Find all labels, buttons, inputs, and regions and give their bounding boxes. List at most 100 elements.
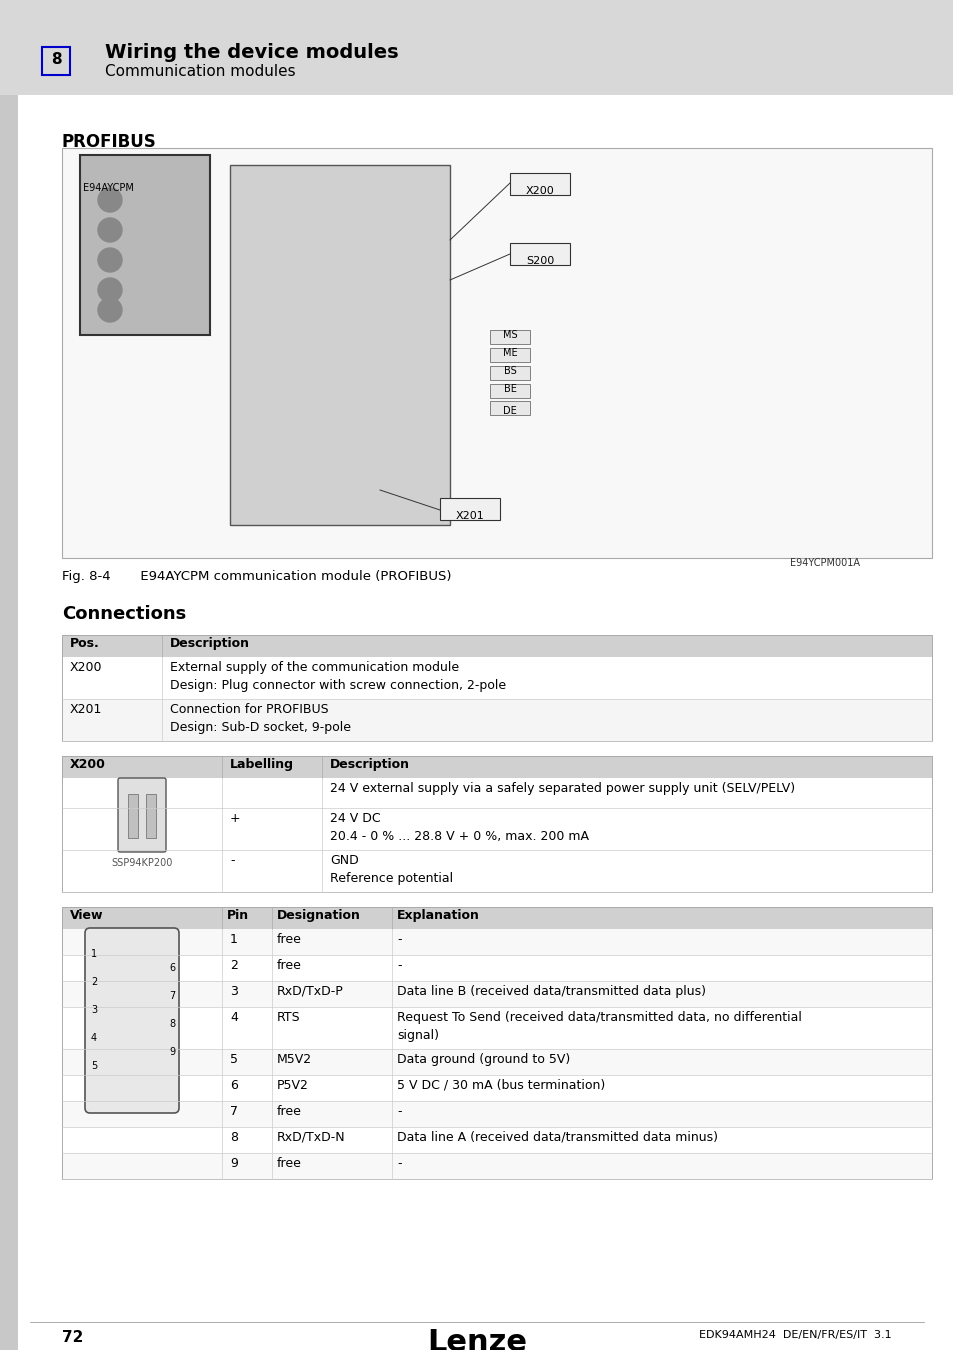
FancyBboxPatch shape: [510, 173, 569, 194]
Text: Fig. 8-4       E94AYCPM communication module (PROFIBUS): Fig. 8-4 E94AYCPM communication module (…: [62, 570, 451, 583]
FancyBboxPatch shape: [62, 1007, 931, 1049]
Text: 6: 6: [169, 963, 175, 973]
Text: View: View: [70, 909, 103, 922]
Text: 24 V external supply via a safely separated power supply unit (SELV/PELV): 24 V external supply via a safely separa…: [330, 782, 794, 795]
Text: 2: 2: [91, 977, 97, 987]
Text: 4: 4: [91, 1033, 97, 1044]
Text: -: -: [396, 958, 401, 972]
Text: PROFIBUS: PROFIBUS: [62, 134, 156, 151]
Text: 5: 5: [91, 1061, 97, 1071]
Text: 3: 3: [91, 1004, 97, 1015]
Text: Lenze: Lenze: [427, 1328, 526, 1350]
Circle shape: [98, 298, 122, 323]
Text: GND
Reference potential: GND Reference potential: [330, 855, 453, 886]
Text: free: free: [276, 958, 301, 972]
FancyBboxPatch shape: [439, 498, 499, 520]
FancyBboxPatch shape: [490, 348, 530, 362]
Text: Pin: Pin: [227, 909, 249, 922]
Text: 7: 7: [169, 991, 175, 1000]
Text: E94AYCPM: E94AYCPM: [83, 184, 133, 193]
Text: External supply of the communication module
Design: Plug connector with screw co: External supply of the communication mod…: [170, 662, 506, 693]
FancyBboxPatch shape: [62, 1153, 931, 1179]
Text: 5 V DC / 30 mA (bus termination): 5 V DC / 30 mA (bus termination): [396, 1079, 604, 1092]
Text: M5V2: M5V2: [276, 1053, 312, 1066]
FancyBboxPatch shape: [0, 95, 18, 1350]
Text: Designation: Designation: [276, 909, 360, 922]
Text: MS: MS: [502, 329, 517, 340]
Text: SSP94KP200: SSP94KP200: [112, 859, 172, 868]
Text: BE: BE: [503, 383, 516, 394]
Text: BS: BS: [503, 366, 516, 377]
FancyBboxPatch shape: [62, 778, 931, 809]
FancyBboxPatch shape: [85, 927, 179, 1112]
Text: P5V2: P5V2: [276, 1079, 309, 1092]
Text: 6: 6: [230, 1079, 237, 1092]
FancyBboxPatch shape: [62, 1049, 931, 1075]
Text: Description: Description: [170, 637, 250, 649]
FancyBboxPatch shape: [62, 809, 931, 850]
FancyBboxPatch shape: [510, 243, 569, 265]
Text: Request To Send (received data/transmitted data, no differential
signal): Request To Send (received data/transmitt…: [396, 1011, 801, 1042]
Text: EDK94AMH24  DE/EN/FR/ES/IT  3.1: EDK94AMH24 DE/EN/FR/ES/IT 3.1: [699, 1330, 891, 1341]
Text: 1: 1: [230, 933, 237, 946]
Text: 7: 7: [230, 1106, 237, 1118]
Text: E94YCPM001A: E94YCPM001A: [789, 558, 859, 568]
Circle shape: [98, 217, 122, 242]
FancyBboxPatch shape: [118, 778, 166, 852]
Text: +: +: [230, 811, 240, 825]
Text: Connection for PROFIBUS
Design: Sub-D socket, 9-pole: Connection for PROFIBUS Design: Sub-D so…: [170, 703, 351, 734]
FancyBboxPatch shape: [230, 165, 450, 525]
FancyBboxPatch shape: [0, 0, 953, 95]
Text: 8: 8: [169, 1019, 175, 1029]
FancyBboxPatch shape: [62, 981, 931, 1007]
FancyBboxPatch shape: [490, 366, 530, 379]
Text: X201: X201: [456, 512, 484, 521]
Text: Data line B (received data/transmitted data plus): Data line B (received data/transmitted d…: [396, 986, 705, 998]
FancyBboxPatch shape: [62, 907, 931, 929]
FancyBboxPatch shape: [62, 929, 931, 954]
FancyBboxPatch shape: [490, 383, 530, 398]
FancyBboxPatch shape: [62, 756, 931, 778]
FancyBboxPatch shape: [42, 47, 70, 76]
Text: Connections: Connections: [62, 605, 186, 622]
Text: free: free: [276, 1157, 301, 1170]
Text: Communication modules: Communication modules: [105, 65, 295, 80]
FancyBboxPatch shape: [62, 699, 931, 741]
FancyBboxPatch shape: [62, 657, 931, 699]
Text: free: free: [276, 1106, 301, 1118]
Text: -: -: [396, 933, 401, 946]
Text: X200: X200: [525, 186, 554, 196]
Text: X201: X201: [70, 703, 102, 716]
Text: X200: X200: [70, 757, 106, 771]
Text: -: -: [230, 855, 234, 867]
Text: S200: S200: [525, 256, 554, 266]
Text: Labelling: Labelling: [230, 757, 294, 771]
Text: 8: 8: [51, 53, 61, 68]
FancyBboxPatch shape: [62, 850, 931, 892]
Text: free: free: [276, 933, 301, 946]
FancyBboxPatch shape: [80, 155, 210, 335]
Text: 9: 9: [169, 1048, 175, 1057]
Text: 5: 5: [230, 1053, 237, 1066]
FancyBboxPatch shape: [490, 401, 530, 414]
FancyBboxPatch shape: [62, 148, 931, 558]
FancyBboxPatch shape: [62, 1127, 931, 1153]
Text: 9: 9: [230, 1157, 237, 1170]
FancyBboxPatch shape: [62, 1075, 931, 1102]
FancyBboxPatch shape: [62, 634, 931, 657]
Text: Data ground (ground to 5V): Data ground (ground to 5V): [396, 1053, 570, 1066]
Text: RxD/TxD-N: RxD/TxD-N: [276, 1131, 345, 1143]
Text: 1: 1: [91, 949, 97, 958]
FancyBboxPatch shape: [62, 1102, 931, 1127]
Text: 2: 2: [230, 958, 237, 972]
Text: Description: Description: [330, 757, 410, 771]
Text: -: -: [396, 1157, 401, 1170]
FancyBboxPatch shape: [146, 794, 156, 838]
Text: -: -: [396, 1106, 401, 1118]
Text: 24 V DC
20.4 - 0 % ... 28.8 V + 0 %, max. 200 mA: 24 V DC 20.4 - 0 % ... 28.8 V + 0 %, max…: [330, 811, 588, 842]
Text: 3: 3: [230, 986, 237, 998]
Text: RTS: RTS: [276, 1011, 300, 1025]
Text: 4: 4: [230, 1011, 237, 1025]
FancyBboxPatch shape: [128, 794, 138, 838]
Circle shape: [98, 188, 122, 212]
